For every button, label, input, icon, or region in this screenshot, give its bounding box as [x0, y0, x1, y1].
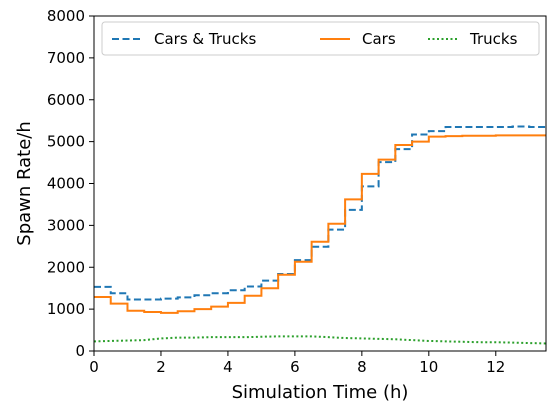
legend-label: Trucks: [469, 30, 518, 48]
legend-label: Cars: [362, 30, 396, 48]
series-line-cars-trucks: [94, 125, 546, 301]
y-tick-label: 2000: [47, 258, 85, 276]
series-line-trucks: [93, 335, 547, 345]
x-tick-label: 10: [419, 358, 438, 376]
x-tick-label: 12: [486, 358, 505, 376]
y-tick-label: 8000: [47, 7, 85, 25]
y-tick-label: 1000: [47, 300, 85, 318]
y-tick-label: 6000: [47, 91, 85, 109]
y-axis-label: Spawn Rate/h: [14, 121, 35, 245]
x-axis-ticks: 0 2 4 6 8 10 12: [89, 351, 505, 376]
y-tick-label: 4000: [47, 175, 85, 193]
series-line-cars: [94, 134, 546, 314]
legend-label: Cars & Trucks: [154, 30, 256, 48]
y-tick-label: 5000: [47, 133, 85, 151]
x-tick-label: 2: [156, 358, 166, 376]
x-axis-label: Simulation Time (h): [232, 382, 409, 403]
x-tick-label: 4: [223, 358, 233, 376]
plot-lines: [93, 125, 547, 345]
y-axis-ticks: 0 1000 2000 3000 4000 5000 6000 7000 8000: [47, 7, 94, 360]
legend: Cars & Trucks Cars Trucks: [101, 21, 540, 56]
plot-frame: [93, 15, 547, 352]
x-tick-label: 8: [357, 358, 367, 376]
y-tick-label: 3000: [47, 216, 85, 234]
y-tick-label: 7000: [47, 49, 85, 67]
x-tick-label: 6: [290, 358, 300, 376]
x-tick-label: 0: [89, 358, 99, 376]
y-tick-label: 0: [75, 342, 85, 360]
